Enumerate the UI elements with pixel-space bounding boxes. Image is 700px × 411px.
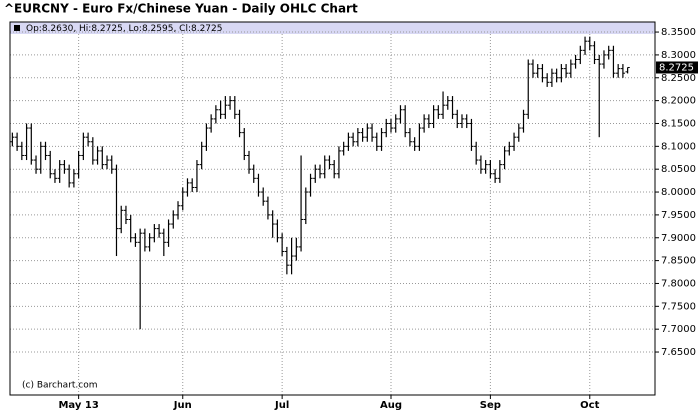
y-tick-label: 8.2500	[661, 73, 696, 84]
x-tick-label: May 13	[58, 400, 98, 411]
header-band	[10, 22, 655, 34]
chart-title: ^EURCNY - Euro Fx/Chinese Yuan - Daily O…	[4, 2, 358, 16]
y-tick-label: 8.0500	[661, 164, 696, 175]
plot-frame	[9, 21, 656, 396]
last-price-label: 8.2725	[659, 62, 694, 73]
x-tick-label: Sep	[480, 400, 501, 411]
x-tick-label: Oct	[580, 400, 599, 411]
y-tick-label: 7.7500	[661, 301, 696, 312]
y-tick-label: 7.9000	[661, 233, 696, 244]
y-tick-label: 8.0000	[661, 187, 696, 198]
x-tick-label: Jul	[274, 400, 289, 411]
y-tick-label: 7.6500	[661, 347, 696, 358]
x-tick-label: Jun	[173, 400, 192, 411]
y-tick-label: 7.7000	[661, 324, 696, 335]
last-price-box	[656, 61, 698, 74]
y-tick-label: 8.3000	[661, 50, 696, 61]
y-tick-label: 8.1500	[661, 118, 696, 129]
plot-area	[10, 31, 655, 395]
watermark: (c) Barchart.com	[22, 381, 98, 391]
y-tick-label: 7.8500	[661, 256, 696, 267]
y-tick-label: 8.3500	[661, 27, 696, 38]
y-tick-label: 8.1000	[661, 141, 696, 152]
y-tick-label: 8.2000	[661, 96, 696, 107]
header-marker	[14, 25, 20, 31]
x-tick-label: Aug	[380, 400, 402, 411]
y-tick-label: 7.9500	[661, 210, 696, 221]
y-tick-label: 7.8000	[661, 278, 696, 289]
header-text: Op:8.2630, Hi:8.2725, Lo:8.2595, Cl:8.27…	[26, 24, 222, 34]
